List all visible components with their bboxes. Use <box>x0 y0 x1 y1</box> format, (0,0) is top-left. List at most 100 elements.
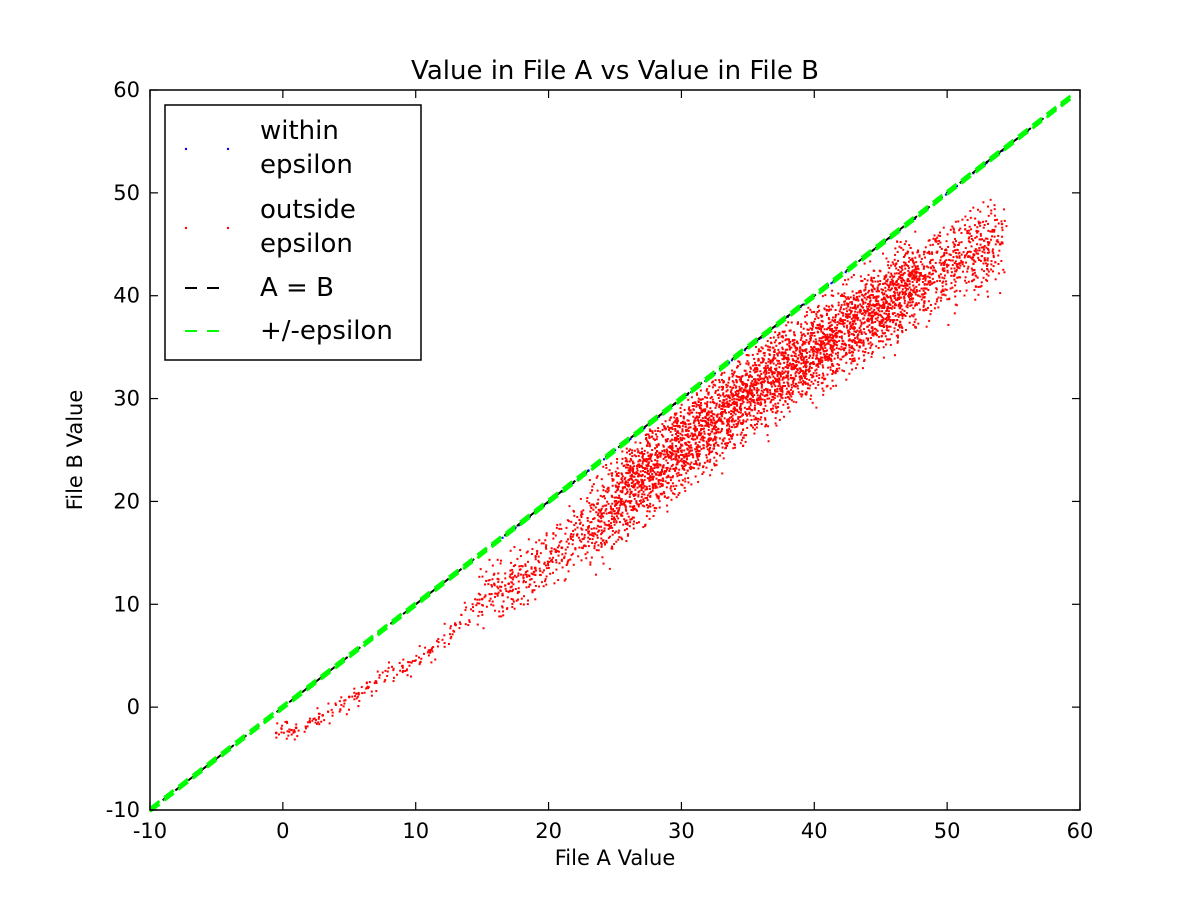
outside-epsilon-point <box>954 270 957 273</box>
outside-epsilon-point <box>911 301 914 304</box>
outside-epsilon-point <box>850 326 853 329</box>
outside-epsilon-point <box>611 502 614 505</box>
outside-epsilon-point <box>987 214 990 217</box>
outside-epsilon-point <box>871 352 874 355</box>
outside-epsilon-point <box>415 654 418 657</box>
outside-epsilon-point <box>803 372 806 375</box>
outside-epsilon-point <box>993 214 996 217</box>
outside-epsilon-point <box>918 254 921 257</box>
outside-epsilon-point <box>772 379 775 382</box>
outside-epsilon-point <box>943 254 946 257</box>
outside-epsilon-sample-point <box>719 412 723 416</box>
outside-epsilon-point <box>851 320 854 323</box>
outside-epsilon-point <box>773 383 776 386</box>
outside-epsilon-point <box>621 479 624 482</box>
outside-epsilon-point <box>986 259 989 262</box>
outside-epsilon-point <box>620 499 623 502</box>
outside-epsilon-point <box>932 269 935 272</box>
outside-epsilon-point <box>922 287 925 290</box>
outside-epsilon-point <box>652 483 655 486</box>
outside-epsilon-point <box>483 596 486 599</box>
outside-epsilon-point <box>911 265 914 268</box>
outside-epsilon-point <box>716 444 719 447</box>
outside-epsilon-point <box>530 567 533 570</box>
outside-epsilon-point <box>684 490 687 493</box>
outside-epsilon-point <box>713 435 716 438</box>
outside-epsilon-point <box>659 485 662 488</box>
outside-epsilon-point <box>533 581 536 584</box>
outside-epsilon-point <box>944 294 947 297</box>
outside-epsilon-point <box>723 437 726 440</box>
outside-epsilon-point <box>772 381 775 384</box>
outside-epsilon-point <box>992 265 995 268</box>
outside-epsilon-point <box>659 472 662 475</box>
outside-epsilon-point <box>779 385 782 388</box>
outside-epsilon-point <box>908 271 911 274</box>
outside-epsilon-point <box>803 315 806 318</box>
outside-epsilon-point <box>997 222 1000 225</box>
outside-epsilon-point <box>942 264 945 267</box>
outside-epsilon-point <box>1001 226 1004 229</box>
outside-epsilon-point <box>788 348 791 351</box>
outside-epsilon-point <box>970 280 973 283</box>
outside-epsilon-point <box>737 395 740 398</box>
outside-epsilon-point <box>564 532 567 535</box>
outside-epsilon-point <box>927 288 930 291</box>
outside-epsilon-point <box>689 426 692 429</box>
outside-epsilon-point <box>296 735 299 738</box>
outside-epsilon-point <box>481 575 484 578</box>
outside-epsilon-point <box>885 275 888 278</box>
outside-epsilon-point <box>896 297 899 300</box>
outside-epsilon-point <box>929 303 932 306</box>
outside-epsilon-point <box>545 532 548 535</box>
outside-epsilon-point <box>841 295 844 298</box>
outside-epsilon-point <box>662 464 665 467</box>
outside-epsilon-point <box>918 278 921 281</box>
outside-epsilon-point <box>687 477 690 480</box>
outside-epsilon-sample-point <box>852 320 856 323</box>
outside-epsilon-point <box>776 354 779 357</box>
outside-epsilon-point <box>692 467 695 470</box>
outside-epsilon-point <box>755 364 758 367</box>
outside-epsilon-point <box>894 247 897 250</box>
outside-epsilon-point <box>788 329 791 332</box>
outside-epsilon-point <box>905 240 908 243</box>
outside-epsilon-point <box>874 313 877 316</box>
outside-epsilon-point <box>599 494 602 497</box>
outside-epsilon-point <box>613 504 616 507</box>
outside-epsilon-point <box>726 404 729 407</box>
outside-epsilon-point <box>929 244 932 247</box>
outside-epsilon-point <box>682 420 685 423</box>
outside-epsilon-point <box>766 378 769 381</box>
outside-epsilon-point <box>753 394 756 397</box>
outside-epsilon-point <box>578 518 581 521</box>
outside-epsilon-point <box>923 276 926 279</box>
outside-epsilon-point <box>760 386 763 389</box>
outside-epsilon-point <box>524 581 527 584</box>
outside-epsilon-point <box>992 254 995 257</box>
outside-epsilon-point <box>639 499 642 502</box>
outside-epsilon-point <box>750 375 753 378</box>
outside-epsilon-point <box>949 253 952 256</box>
outside-epsilon-point <box>698 412 701 415</box>
outside-epsilon-point <box>642 498 645 501</box>
outside-epsilon-point <box>589 504 592 507</box>
outside-epsilon-point <box>470 608 473 611</box>
outside-epsilon-point <box>638 464 641 467</box>
outside-epsilon-point <box>908 293 911 296</box>
outside-epsilon-point <box>739 398 742 401</box>
outside-epsilon-point <box>632 462 635 465</box>
outside-epsilon-point <box>867 319 870 322</box>
outside-epsilon-point <box>990 268 993 271</box>
outside-epsilon-point <box>620 498 623 501</box>
outside-epsilon-point <box>982 226 985 229</box>
outside-epsilon-point <box>840 358 843 361</box>
outside-epsilon-point <box>794 375 797 378</box>
outside-epsilon-point <box>789 388 792 391</box>
outside-epsilon-point <box>338 700 341 703</box>
outside-epsilon-point <box>818 377 821 380</box>
outside-epsilon-point <box>970 245 973 248</box>
outside-epsilon-point <box>863 359 866 362</box>
outside-epsilon-point <box>512 565 515 568</box>
outside-epsilon-point <box>878 310 881 313</box>
